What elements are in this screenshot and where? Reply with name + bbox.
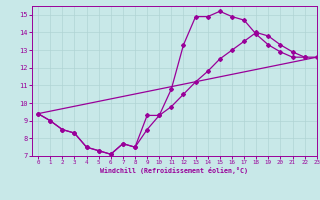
X-axis label: Windchill (Refroidissement éolien,°C): Windchill (Refroidissement éolien,°C) bbox=[100, 167, 248, 174]
